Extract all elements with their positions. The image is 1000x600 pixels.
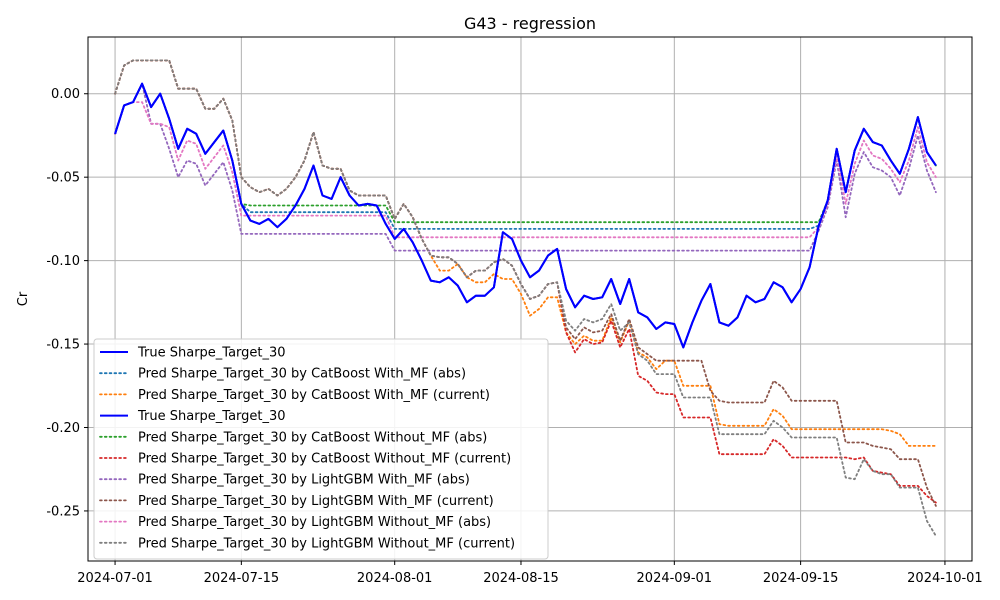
series-line-6 — [114, 82, 937, 252]
legend-entry: True Sharpe_Target_30 — [137, 346, 286, 361]
y-tick-label: -0.20 — [46, 421, 80, 436]
y-tick-label: -0.10 — [46, 254, 80, 269]
y-tick-label: -0.15 — [46, 338, 80, 353]
x-tick-label: 2024-07-01 — [77, 571, 153, 586]
legend: True Sharpe_Target_30 Pred Sharpe_Target_… — [93, 338, 549, 560]
legend-entry: Pred Sharpe_Target_30 by CatBoost With_M… — [138, 367, 466, 382]
legend-entry: Pred Sharpe_Target_30 by CatBoost With_M… — [138, 388, 490, 403]
tick-layer: 2024-07-01 2024-07-15 2024-08-01 2024-08-15… — [46, 87, 982, 586]
legend-entry: Pred Sharpe_Target_30 by LightGBM With_M… — [138, 473, 470, 488]
x-tick-label: 2024-08-15 — [483, 571, 559, 586]
series-layer — [114, 59, 937, 537]
series-line-9 — [114, 59, 937, 537]
x-tick-label: 2024-08-01 — [357, 571, 433, 586]
x-tick-label: 2024-09-01 — [637, 571, 713, 586]
y-axis-label: Cr — [16, 291, 31, 306]
legend-entry: Pred Sharpe_Target_30 by CatBoost Withou… — [138, 452, 511, 467]
legend-entry: True Sharpe_Target_30 — [137, 409, 286, 424]
legend-entry: Pred Sharpe_Target_30 by LightGBM Withou… — [138, 536, 515, 551]
y-tick-label: 0.00 — [51, 87, 80, 102]
legend-entry: Pred Sharpe_Target_30 by CatBoost Withou… — [138, 430, 487, 445]
plot-frame — [87, 36, 973, 562]
x-tick-label: 2024-10-01 — [907, 571, 983, 586]
series-line-3 — [114, 82, 937, 349]
legend-entry: Pred Sharpe_Target_30 by LightGBM Withou… — [138, 515, 491, 530]
legend-entry: Pred Sharpe_Target_30 by LightGBM With_M… — [138, 494, 494, 509]
legend-box — [93, 338, 549, 560]
y-tick-label: -0.25 — [46, 504, 80, 519]
x-tick-label: 2024-09-15 — [763, 571, 839, 586]
x-tick-label: 2024-07-15 — [204, 571, 280, 586]
chart-title: G43 - regression — [464, 14, 596, 33]
y-tick-label: -0.05 — [46, 171, 80, 186]
